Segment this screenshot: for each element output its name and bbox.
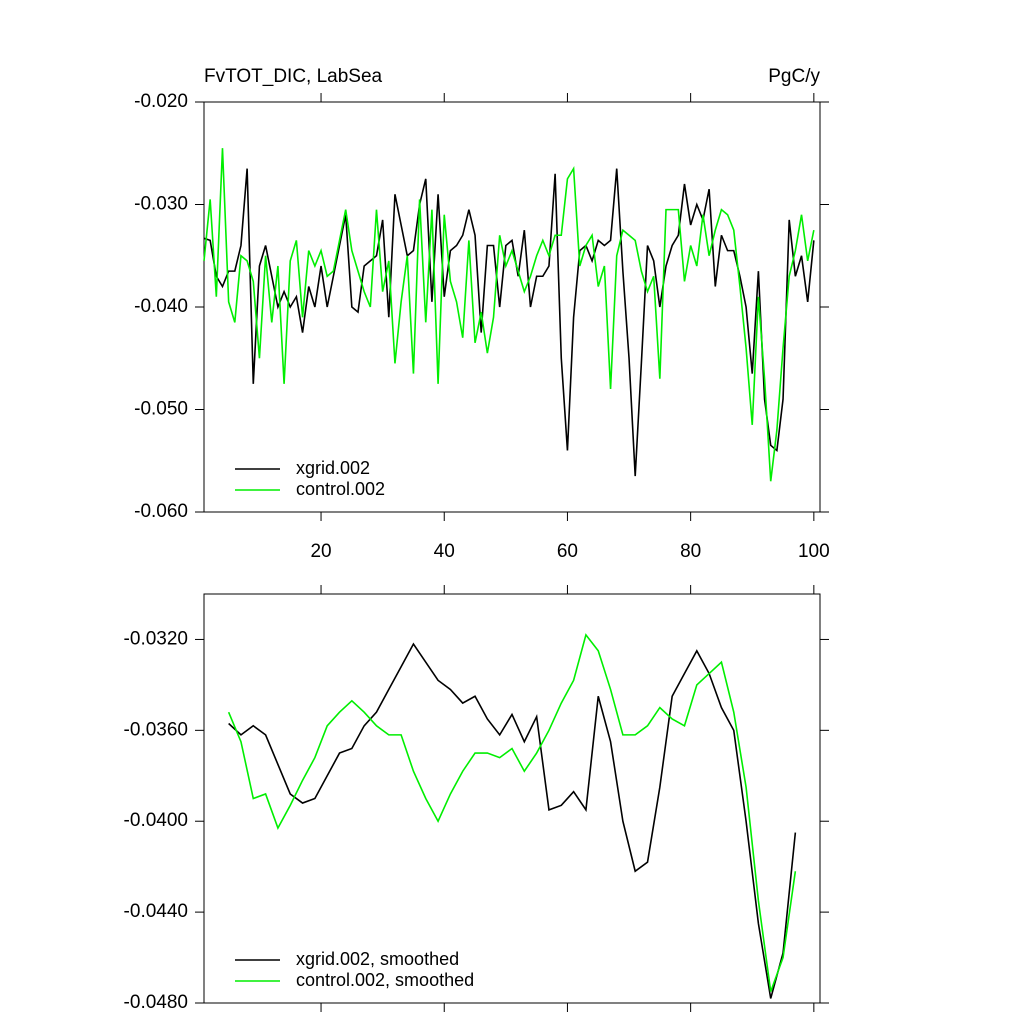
legend-label: control.002 — [296, 479, 385, 499]
legend-label: xgrid.002, smoothed — [296, 949, 459, 969]
series-line — [203, 168, 815, 477]
x-tick-label: 80 — [680, 541, 701, 562]
legend-label: xgrid.002 — [296, 458, 370, 478]
plot-frame — [203, 593, 821, 1004]
units-label: PgC/y — [768, 66, 820, 87]
y-tick-label: -0.030 — [134, 194, 188, 215]
y-tick-label: -0.0440 — [124, 901, 188, 922]
plot-frame — [203, 101, 821, 513]
y-tick-label: -0.0480 — [124, 992, 188, 1013]
y-tick-label: -0.060 — [134, 501, 188, 522]
y-tick-label: -0.0360 — [124, 719, 188, 740]
legend-label: control.002, smoothed — [296, 970, 474, 990]
chart-title: FvTOT_DIC, LabSea — [204, 66, 383, 87]
y-tick-label: -0.0400 — [124, 810, 188, 831]
y-tick-label: -0.020 — [134, 91, 188, 112]
y-tick-label: -0.050 — [134, 399, 188, 420]
series-line — [227, 633, 797, 992]
x-tick-label: 60 — [557, 541, 578, 562]
x-tick-label: 40 — [434, 541, 455, 562]
series-line — [203, 148, 815, 482]
x-tick-label: 100 — [798, 541, 830, 562]
x-tick-label: 20 — [310, 541, 331, 562]
y-tick-label: -0.040 — [134, 296, 188, 317]
y-tick-label: -0.0320 — [124, 628, 188, 649]
series-line — [228, 642, 797, 999]
